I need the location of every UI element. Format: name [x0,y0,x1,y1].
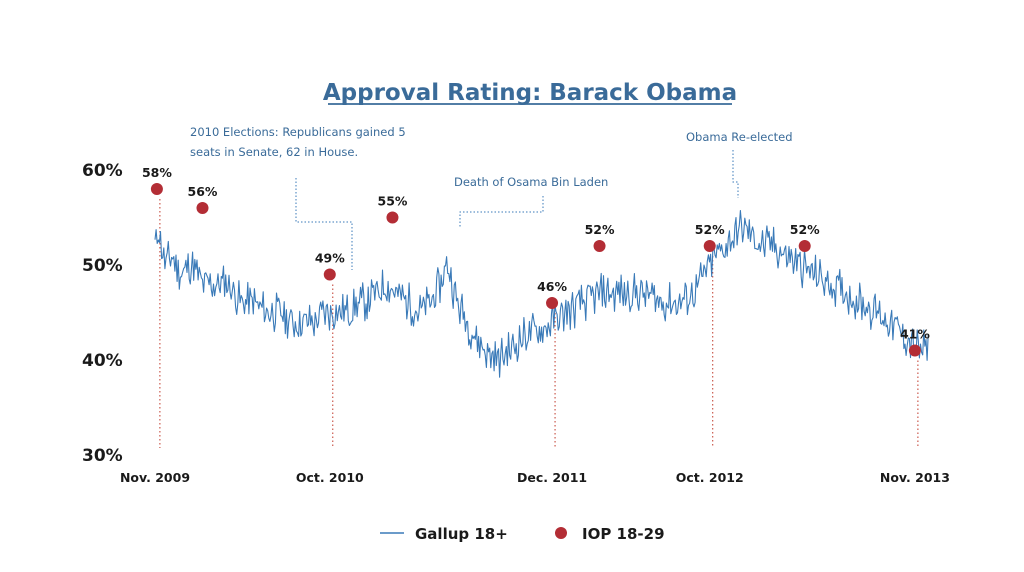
legend-iop-label: IOP 18-29 [582,525,665,543]
iop-point-label: 52% [695,222,725,237]
iop-point-label: 49% [315,251,345,266]
x-tick-label: Nov. 2009 [120,470,190,485]
legend: Gallup 18+ IOP 18-29 [380,525,665,543]
annotation-reelected: Obama Re-elected [686,130,793,144]
iop-series: 58% 56% 49% 55% 46% 52% 52% 52% 41% [142,165,930,357]
y-tick-label: 60% [82,161,123,181]
y-tick-label: 40% [82,351,123,371]
iop-point-label: 52% [790,222,820,237]
x-tick-label: Nov. 2013 [880,470,950,485]
iop-point [196,202,209,214]
axes: 30% 40% 50% 60% Nov. 2009 Oct. 2010 Dec. 2011 O… [82,161,950,485]
annotation-elections-line2: seats in Senate, 62 in House. [190,145,358,159]
gallup-series [154,209,929,378]
iop-point-label: 41% [900,327,930,342]
x-tick-label: Oct. 2012 [676,470,744,485]
chart-title: Approval Rating: Barack Obama [323,80,737,106]
iop-point-label: 55% [378,194,408,209]
legend-iop-swatch [555,527,567,539]
iop-point-label: 52% [585,222,615,237]
iop-point [593,240,606,252]
annotations: 2010 Elections: Republicans gained 5 seat… [190,125,793,270]
gallup-line [154,209,929,378]
annotation-bin-laden: Death of Osama Bin Laden [454,175,608,189]
y-tick-label: 30% [82,446,123,466]
iop-point [546,297,559,309]
iop-point-label: 58% [142,165,172,180]
annotation-elections-line1: 2010 Elections: Republicans gained 5 [190,125,406,139]
iop-point-label: 46% [537,279,567,294]
iop-point-label: 56% [188,184,218,199]
y-tick-label: 50% [82,256,123,276]
iop-point [323,268,336,281]
x-tick-label: Dec. 2011 [517,470,587,485]
legend-gallup-label: Gallup 18+ [415,525,508,543]
annotation-reelected-leader [732,150,739,198]
annotation-elections-leader [295,178,353,270]
iop-point [703,240,716,252]
iop-point [150,183,163,195]
iop-point [908,344,921,357]
x-tick-label: Oct. 2010 [296,470,364,485]
iop-point [798,240,811,252]
iop-point [386,211,399,224]
annotation-bin-laden-leader [459,196,544,228]
